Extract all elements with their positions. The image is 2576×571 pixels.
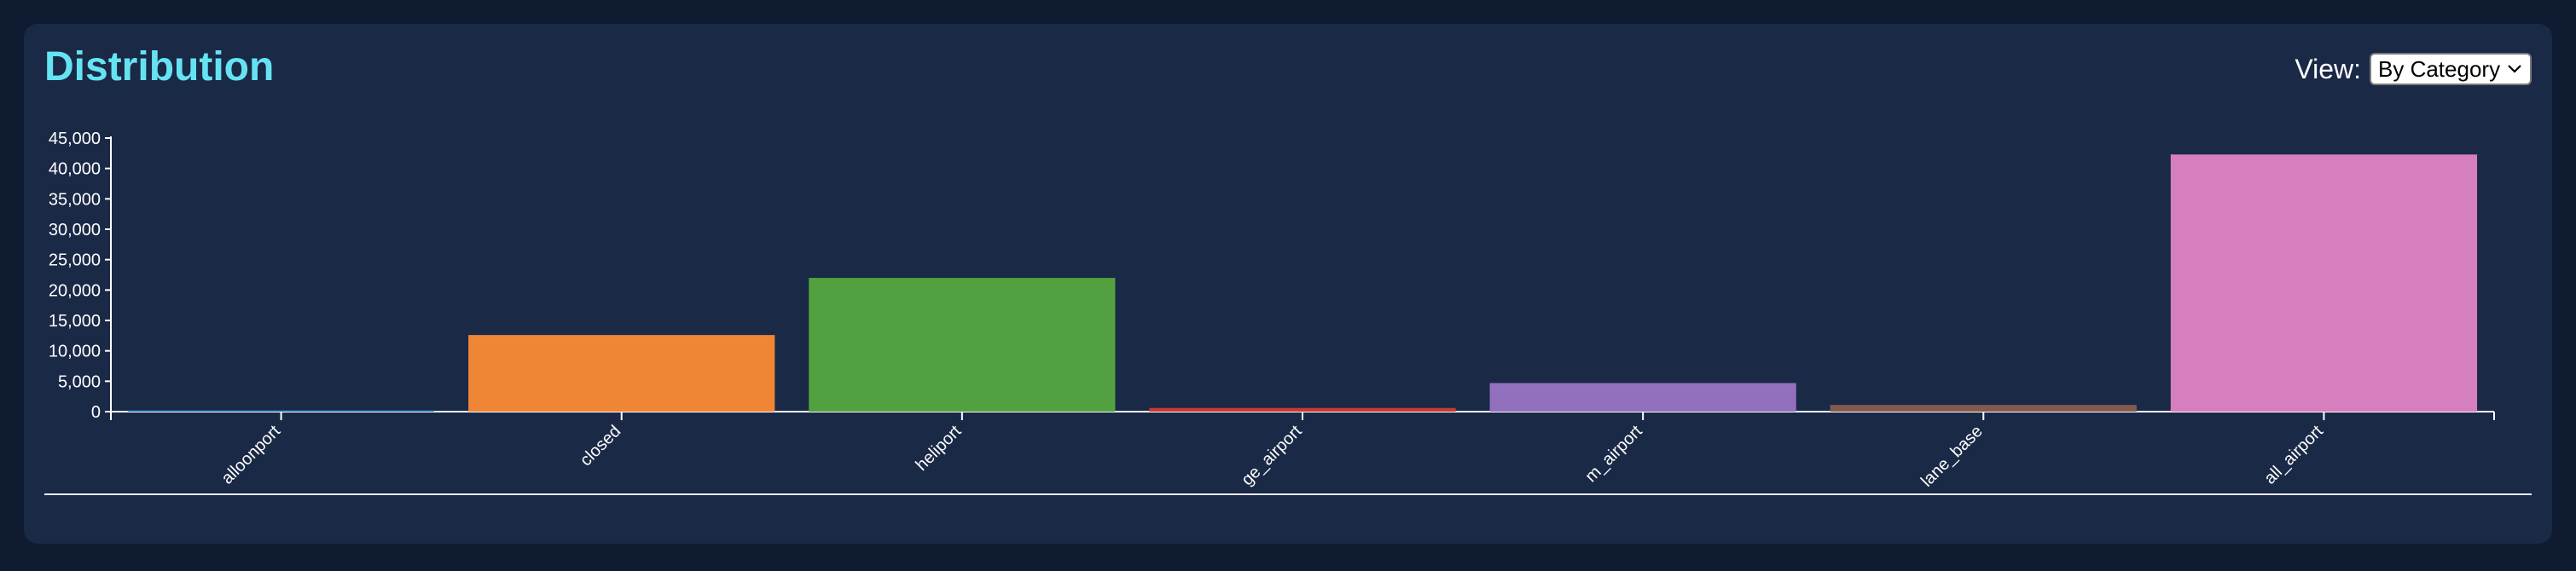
bar-medium_airport <box>1489 383 1796 412</box>
x-tick-label: m_airport <box>1581 422 1646 487</box>
y-tick-label: 35,000 <box>49 190 101 209</box>
bar-large_airport <box>1149 407 1456 412</box>
y-tick-label: 25,000 <box>49 251 101 270</box>
bar-balloonport <box>127 410 435 412</box>
distribution-card: Distribution View: By Category 0 5,000 10,… <box>24 24 2552 544</box>
chart-divider <box>44 493 2532 495</box>
bar-seaplane_base <box>1830 405 2137 412</box>
chart-title: Distribution <box>44 44 275 89</box>
y-tick-label: 40,000 <box>49 160 101 179</box>
x-tick-label: alloonport <box>218 422 284 488</box>
y-tick-label: 45,000 <box>49 130 101 148</box>
bar-small_airport <box>2170 154 2478 412</box>
chevron-down-icon <box>2508 65 2521 73</box>
x-tick-label: lane_base <box>1917 422 1987 491</box>
y-tick-label: 20,000 <box>49 281 101 300</box>
y-tick-label: 10,000 <box>49 343 101 361</box>
x-tick-label: ge_airport <box>1238 422 1306 490</box>
x-tick-label: all_airport <box>2260 422 2327 488</box>
view-label: View: <box>2295 53 2361 84</box>
y-tick-label: 30,000 <box>49 221 101 239</box>
y-tick-label: 5,000 <box>58 372 101 391</box>
bar-closed <box>468 335 775 412</box>
y-tick-label: 0 <box>91 403 101 422</box>
bar-heliport <box>809 278 1116 412</box>
view-control: View: By Category <box>2295 53 2532 85</box>
y-tick-label: 15,000 <box>49 312 101 331</box>
x-tick-label: closed <box>577 422 624 470</box>
bar-chart: 0 5,000 10,000 15,000 20,000 25,000 30,000 35,0… <box>49 130 2495 491</box>
x-tick-label: heliport <box>912 422 965 475</box>
view-select[interactable]: By Category <box>2370 53 2532 85</box>
view-select-value: By Category <box>2378 55 2501 82</box>
